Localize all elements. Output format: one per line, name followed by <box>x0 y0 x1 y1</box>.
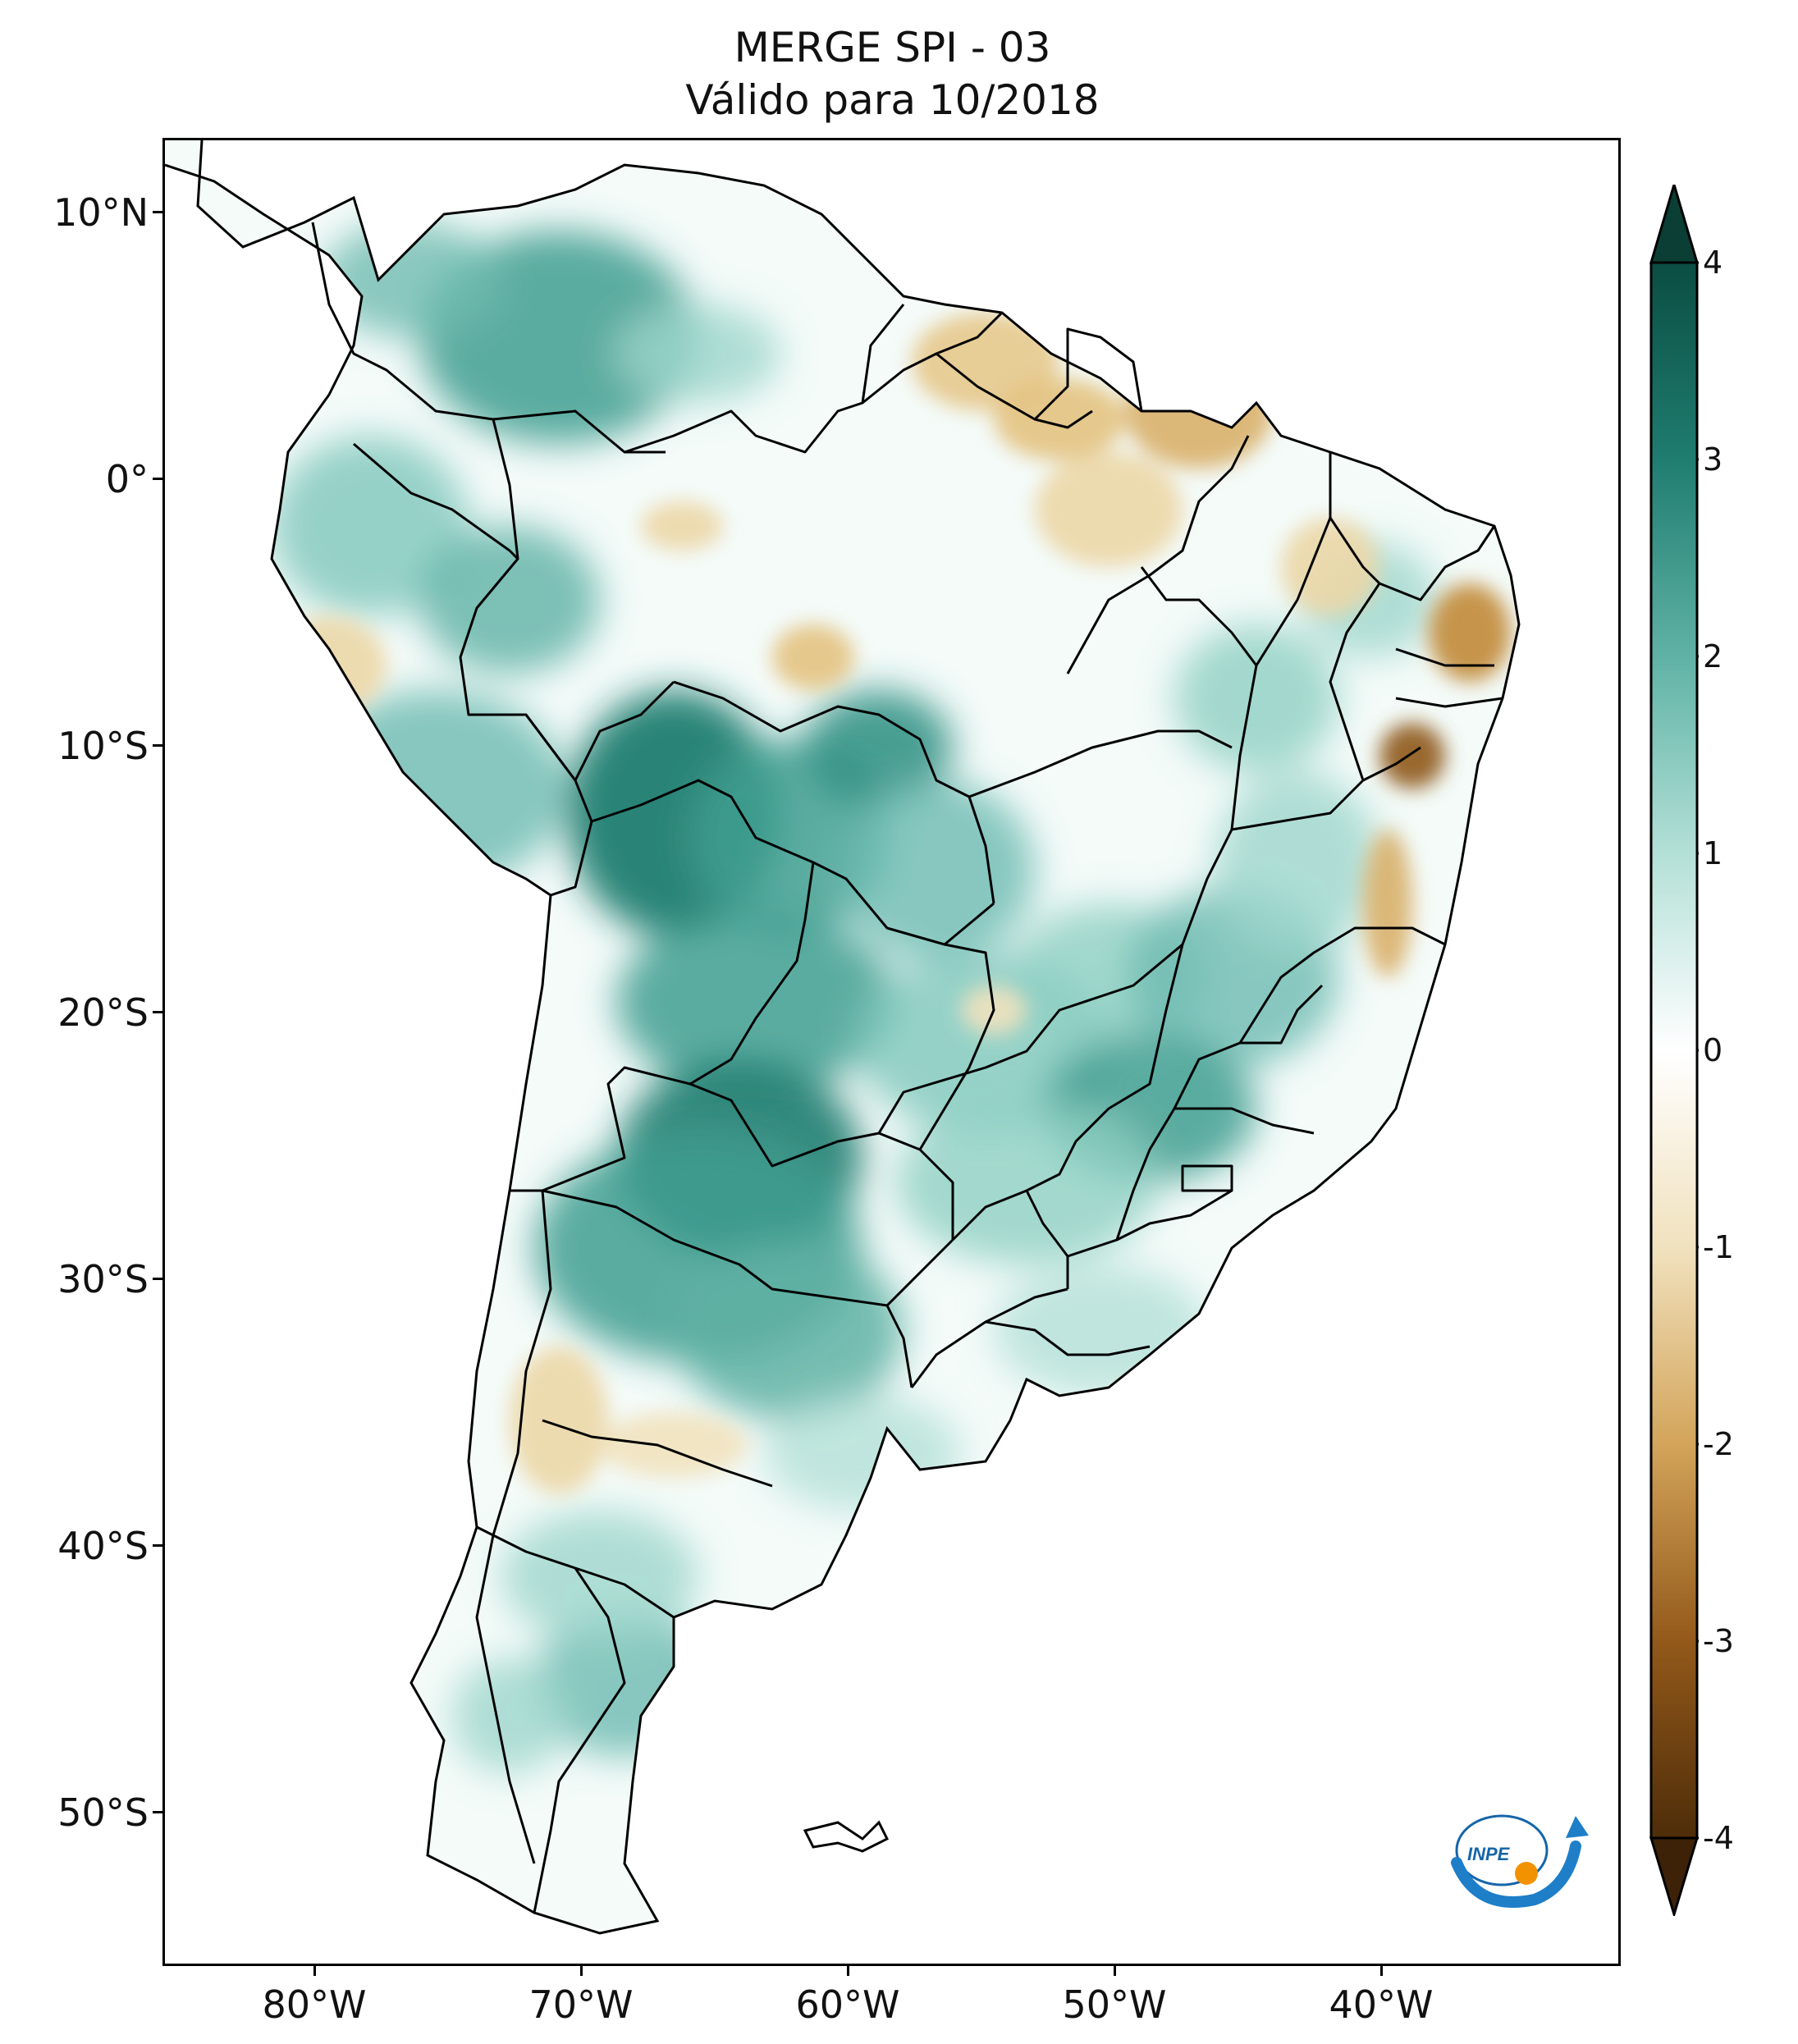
lon-tick <box>580 1966 583 1976</box>
coastline <box>165 140 1521 1935</box>
map-canvas <box>165 140 1521 1935</box>
falkland-islands <box>803 1820 890 1853</box>
lat-tick <box>153 211 162 213</box>
land-fill <box>165 140 1519 1933</box>
lat-label: 30°S <box>57 1257 149 1301</box>
colorbar-tick-label: -4 <box>1703 1820 1734 1856</box>
lon-label: 60°W <box>795 1982 900 2027</box>
colorbar-tick-label: 0 <box>1703 1032 1723 1068</box>
lon-label: 50°W <box>1062 1982 1167 2027</box>
lat-label: 10°N <box>53 190 149 235</box>
map-panel <box>162 138 1621 1966</box>
colorbar <box>1649 185 1699 1916</box>
map-subtitle: Válido para 10/2018 <box>685 76 1100 124</box>
lon-label: 70°W <box>528 1982 634 2027</box>
colorbar-top-arrow <box>1649 185 1699 264</box>
lat-label: 20°S <box>57 990 149 1035</box>
logo-text: INPE <box>1467 1844 1511 1864</box>
colorbar-bottom-arrow <box>1649 1836 1699 1916</box>
map-title: MERGE SPI - 03 <box>734 24 1051 71</box>
inpe-logo-icon: INPE <box>1451 1814 1589 1908</box>
lon-tick <box>847 1966 849 1976</box>
political-borders <box>311 222 1503 1914</box>
lon-tick <box>1114 1966 1116 1976</box>
colorbar-tick-label: -1 <box>1703 1229 1734 1265</box>
lat-tick <box>153 1278 162 1280</box>
lat-label: 0° <box>105 457 149 501</box>
colorbar-tick-label: -3 <box>1703 1623 1734 1659</box>
lat-label: 50°S <box>57 1790 149 1835</box>
lon-label: 80°W <box>262 1982 367 2027</box>
colorbar-gradient <box>1649 261 1699 1840</box>
lat-tick <box>153 1544 162 1547</box>
lon-label: 40°W <box>1329 1982 1434 2027</box>
lat-label: 40°S <box>57 1524 149 1568</box>
lat-tick <box>153 1811 162 1813</box>
lat-tick <box>153 744 162 747</box>
colorbar-tick-label: 4 <box>1703 245 1723 281</box>
colorbar-tick-label: 2 <box>1703 638 1723 674</box>
lon-tick <box>1380 1966 1383 1976</box>
colorbar-tick-label: 1 <box>1703 835 1723 871</box>
lat-label: 10°S <box>57 724 149 768</box>
lon-tick <box>313 1966 316 1976</box>
lat-tick <box>153 1011 162 1013</box>
colorbar-tick-label: 3 <box>1703 441 1723 478</box>
colorbar-tick-label: -2 <box>1703 1426 1734 1462</box>
lat-tick <box>153 478 162 480</box>
